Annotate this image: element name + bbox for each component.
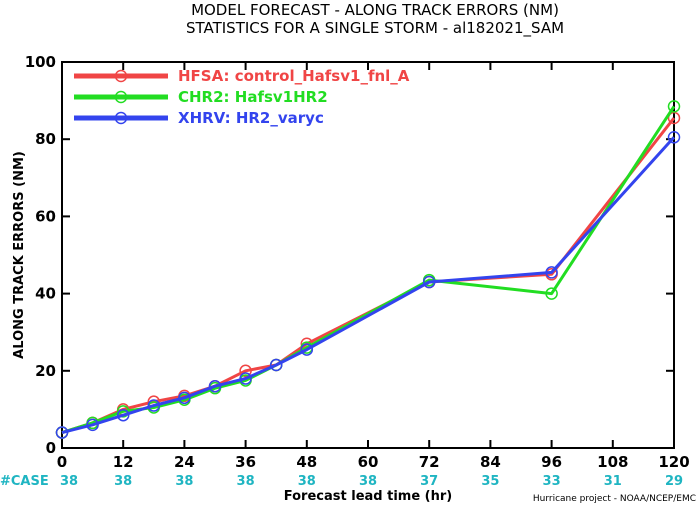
case-count: 37 <box>420 474 438 489</box>
data-point <box>116 405 130 418</box>
series-0 <box>55 111 681 439</box>
legend-label: CHR2: Hafsv1HR2 <box>178 88 328 106</box>
data-point <box>147 399 161 412</box>
data-point <box>239 372 252 385</box>
x-tick-label: 60 <box>358 453 379 471</box>
data-point <box>208 379 222 393</box>
series-line <box>61 136 676 435</box>
case-count: 38 <box>237 474 255 489</box>
data-point <box>86 418 99 432</box>
case-count: 31 <box>604 474 622 489</box>
data-point <box>667 131 681 144</box>
x-tick-label: 84 <box>480 453 501 471</box>
series-layer <box>55 100 681 439</box>
y-axis-label: ALONG TRACK ERRORS (NM) <box>12 151 27 359</box>
case-count: 29 <box>665 474 683 489</box>
data-point <box>178 391 191 405</box>
chart-title: MODEL FORECAST - ALONG TRACK ERRORS (NM) <box>191 1 559 19</box>
data-point <box>545 287 558 300</box>
y-tick-label: 100 <box>25 53 56 71</box>
data-point <box>667 100 681 113</box>
series-2 <box>55 131 681 439</box>
case-count: 35 <box>481 474 499 489</box>
y-tick-label: 80 <box>35 130 56 148</box>
series-1 <box>55 100 681 439</box>
case-count: 38 <box>60 474 78 489</box>
data-point <box>116 408 130 422</box>
data-point <box>55 426 69 439</box>
x-tick-label: 36 <box>235 453 256 471</box>
legend: HFSA: control_Hafsv1_fnl_A CHR2: Hafsv1HR… <box>74 67 410 127</box>
x-tick-label: 120 <box>658 453 689 471</box>
data-point <box>300 343 314 356</box>
series-line <box>61 105 676 435</box>
x-tick-label: 24 <box>174 453 195 471</box>
case-label: #CASE <box>0 474 49 489</box>
legend-swatch-marker <box>114 111 128 125</box>
x-tick-label: 0 <box>57 453 67 471</box>
y-axis-ticks: 0 20 40 60 80 100 <box>25 53 674 457</box>
credit-text: Hurricane project - NOAA/NCEP/EMC <box>533 494 696 504</box>
x-tick-label: 48 <box>296 453 317 471</box>
case-count: 38 <box>175 474 193 489</box>
legend-swatch-marker <box>114 90 128 104</box>
x-axis-label: Forecast lead time (hr) <box>284 489 452 504</box>
case-count: 33 <box>543 474 561 489</box>
case-count: 38 <box>114 474 132 489</box>
case-count: 38 <box>359 474 377 489</box>
x-tick-label: 96 <box>541 453 562 471</box>
series-line <box>61 117 676 435</box>
y-tick-label: 20 <box>35 362 56 380</box>
case-count: 38 <box>298 474 316 489</box>
data-point <box>422 275 436 289</box>
y-tick-label: 40 <box>35 285 56 303</box>
x-tick-label: 12 <box>113 453 134 471</box>
x-tick-label: 72 <box>419 453 440 471</box>
legend-label: XHRV: HR2_varyc <box>178 109 324 127</box>
x-tick-label: 108 <box>597 453 628 471</box>
y-tick-label: 0 <box>46 439 56 457</box>
legend-label: HFSA: control_Hafsv1_fnl_A <box>178 67 410 85</box>
x-axis-ticks: 0 12 24 36 48 60 72 84 96 108 120 <box>57 62 690 471</box>
chart-subtitle: STATISTICS FOR A SINGLE STORM - al182021… <box>186 19 564 38</box>
data-point <box>269 358 283 372</box>
legend-swatch-marker <box>114 69 128 83</box>
y-tick-label: 60 <box>35 207 56 225</box>
data-point <box>545 266 558 279</box>
data-point <box>239 364 252 378</box>
case-count-row: #CASE 38 38 38 38 38 38 37 35 33 31 29 <box>0 474 683 489</box>
